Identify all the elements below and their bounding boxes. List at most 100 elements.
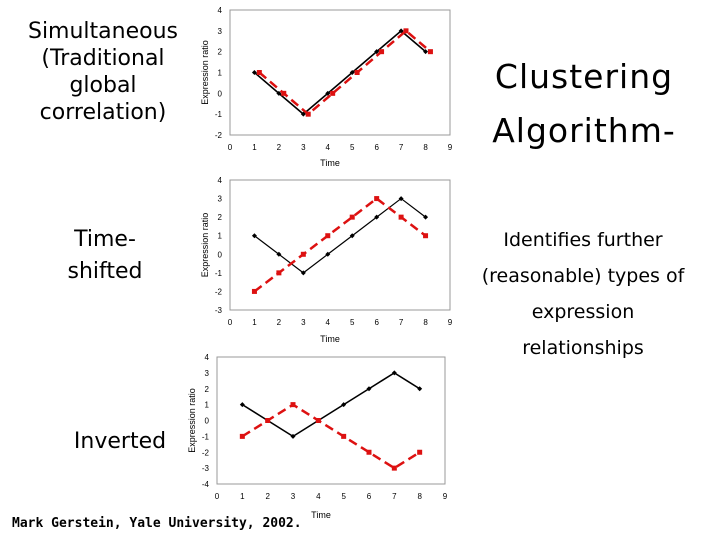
- x-tick-label: 9: [448, 318, 453, 327]
- data-point-red: [315, 418, 321, 423]
- time-shifted-label: Time- shifted: [30, 224, 180, 288]
- credit-text: Mark Gerstein, Yale University, 2002.: [12, 516, 302, 531]
- data-point-black: [391, 370, 397, 376]
- data-point-black: [417, 386, 423, 392]
- data-point-red: [239, 433, 245, 439]
- data-point-black: [276, 251, 282, 257]
- simultaneous-label: Simultaneous (Traditional global correla…: [12, 18, 194, 126]
- x-tick-label: 9: [443, 492, 448, 501]
- data-point-black: [374, 214, 380, 220]
- data-point-red: [330, 90, 336, 96]
- subtitle-line: Identifies further: [503, 229, 663, 251]
- x-tick-label: 3: [301, 143, 306, 152]
- x-tick-label: 8: [423, 318, 428, 327]
- y-tick-label: 2: [218, 213, 223, 222]
- data-point-red: [427, 49, 433, 55]
- data-point-red: [281, 90, 287, 96]
- series-line-red: [258, 29, 432, 116]
- x-axis-label: Time: [320, 158, 340, 168]
- y-tick-label: -2: [215, 131, 223, 140]
- x-tick-label: 6: [374, 318, 379, 327]
- data-point-black: [290, 433, 296, 439]
- y-tick-label: 4: [218, 6, 223, 15]
- y-tick-label: -4: [202, 480, 210, 489]
- series-line-red: [241, 403, 421, 470]
- data-point-black: [341, 402, 347, 408]
- data-point-red: [265, 418, 271, 423]
- inverted-label: Inverted: [73, 429, 167, 454]
- y-axis-label: Expression ratio: [200, 213, 210, 278]
- plot-frame: [229, 9, 451, 136]
- y-tick-label: 0: [218, 250, 223, 259]
- y-tick-label: 4: [218, 176, 223, 185]
- y-tick-label: -3: [215, 306, 223, 315]
- y-tick-label: 3: [218, 27, 223, 36]
- data-point-red: [349, 214, 355, 220]
- x-tick-label: 6: [374, 143, 379, 152]
- data-point-red: [300, 251, 306, 257]
- subtitle-line: relationships: [522, 337, 644, 359]
- series-line-black: [253, 30, 427, 115]
- x-tick-label: 3: [301, 318, 306, 327]
- data-point-red: [366, 449, 372, 455]
- y-tick-label: 0: [218, 89, 223, 98]
- y-tick-label: -1: [202, 432, 210, 441]
- series-line-black: [241, 372, 421, 438]
- simultaneous-label-line: correlation): [39, 100, 167, 125]
- x-tick-label: 1: [240, 492, 245, 501]
- data-point-red: [325, 233, 331, 239]
- y-tick-label: -1: [215, 110, 223, 119]
- data-point-red: [290, 402, 296, 408]
- data-point-black: [325, 90, 331, 96]
- inverted-chart: 4 3 2 1 0 -1 -2 -3 -4 0 1 2 3 4 5 6 7 8 9 Time Expression ra…: [187, 353, 448, 520]
- data-point-black: [349, 70, 355, 75]
- y-tick-label: -2: [215, 287, 223, 296]
- data-point-black: [398, 196, 404, 202]
- data-point-black: [276, 90, 282, 96]
- x-tick-label: 1: [252, 318, 257, 327]
- y-tick-label: 4: [205, 353, 210, 362]
- y-tick-label: 0: [205, 417, 210, 426]
- data-point-red: [398, 214, 404, 220]
- x-tick-label: 6: [367, 492, 372, 501]
- y-tick-label: 3: [205, 369, 210, 378]
- time-shifted-label-line: shifted: [67, 259, 143, 284]
- time-shifted-label-line: Time-: [74, 227, 136, 252]
- x-tick-label: 5: [350, 318, 355, 327]
- data-point-red: [403, 28, 409, 34]
- title-line: Algorithm-: [492, 111, 676, 150]
- data-point-black: [374, 49, 380, 55]
- data-point-black: [398, 28, 404, 34]
- x-tick-label: 8: [417, 492, 422, 501]
- x-tick-label: 7: [399, 143, 404, 152]
- x-tick-label: 8: [423, 143, 428, 152]
- y-axis-label: Expression ratio: [187, 388, 197, 453]
- x-tick-label: 7: [392, 492, 397, 501]
- y-tick-label: -3: [202, 464, 210, 473]
- y-axis-label: Expression ratio: [200, 40, 210, 105]
- data-point-black: [300, 111, 306, 117]
- y-tick-label: 1: [205, 401, 210, 410]
- data-point-red: [417, 449, 423, 455]
- data-point-red: [423, 233, 429, 239]
- simultaneous-label-line: global: [69, 73, 137, 98]
- data-point-black: [349, 233, 355, 239]
- simultaneous-chart: 4 3 2 1 0 -1 -2 0 1 2 3 4 5 6 7 8 9 Time Expression ratio: [200, 6, 453, 168]
- x-tick-label: 9: [448, 143, 453, 152]
- data-point-red: [341, 433, 347, 439]
- x-axis-label: Time: [320, 334, 340, 344]
- data-point-black: [423, 214, 429, 220]
- data-point-red: [379, 49, 385, 55]
- x-tick-label: 2: [277, 143, 282, 152]
- plot-frame: [229, 179, 451, 311]
- series-line-black: [254, 197, 426, 274]
- x-tick-label: 1: [252, 143, 257, 152]
- x-tick-label: 4: [326, 143, 331, 152]
- title-line: Clustering: [494, 57, 674, 96]
- plot-frame: [216, 356, 446, 485]
- y-tick-label: 2: [205, 385, 210, 394]
- data-point-red: [305, 111, 311, 117]
- data-point-black: [300, 270, 306, 276]
- x-tick-label: 2: [265, 492, 270, 501]
- x-tick-label: 0: [215, 492, 220, 501]
